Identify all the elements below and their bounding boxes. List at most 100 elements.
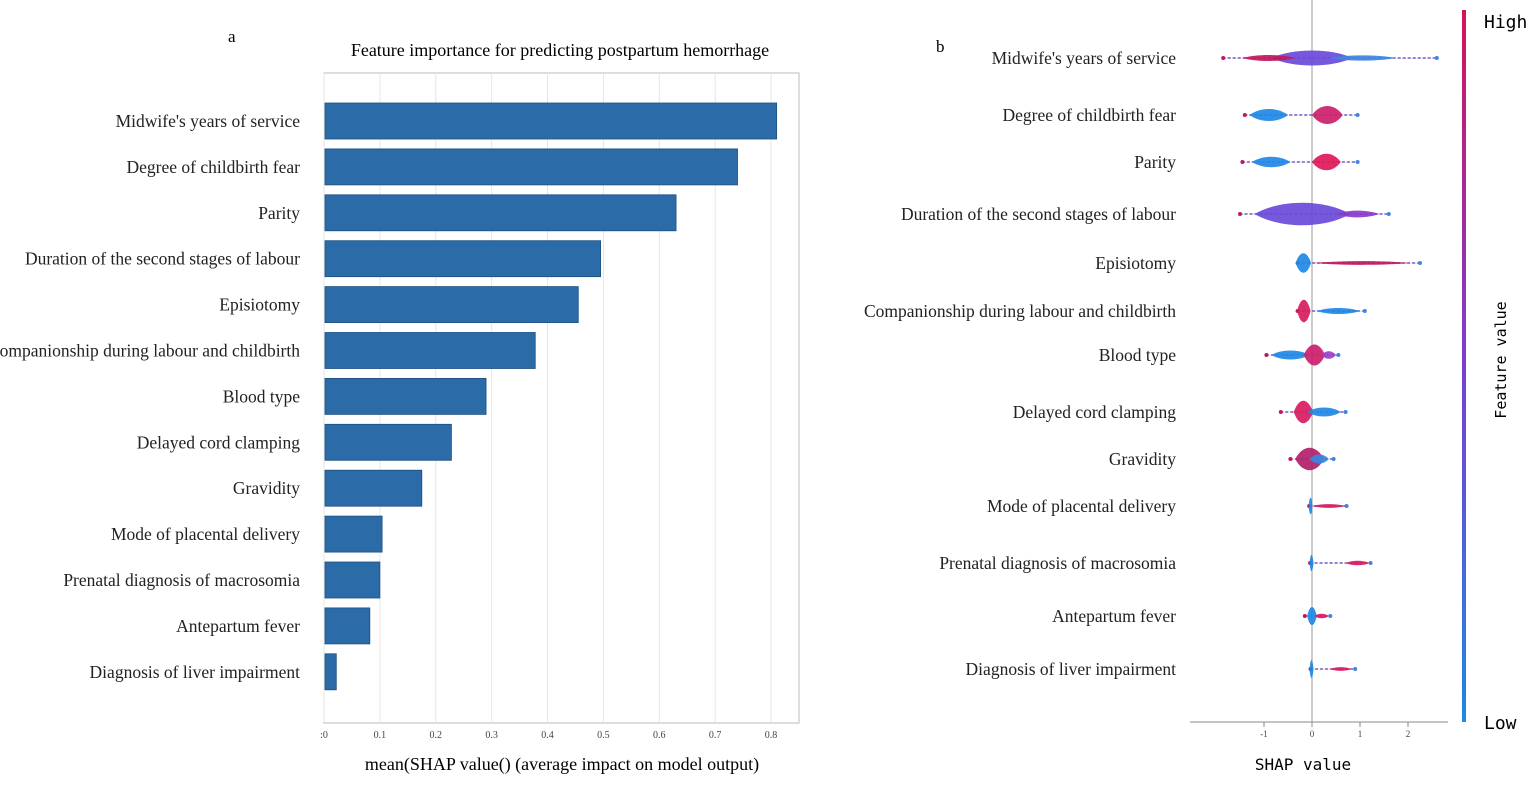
panel-a-category-label: Antepartum fever (176, 616, 300, 636)
panel-b-x-tick-label: 0 (1310, 729, 1315, 739)
panel-b-swarm-point (1362, 309, 1367, 313)
panel-b-x-ticks: -1 0 1 2 (1260, 722, 1410, 739)
panel-b-swarm-blob (1316, 308, 1360, 314)
panel-b-swarm-blob (1242, 55, 1296, 61)
panel-b-label: b (936, 37, 945, 56)
panel-a: a Feature importance for predicting post… (0, 27, 800, 775)
panel-b-category-labels: Midwife's years of service Degree of chil… (864, 48, 1176, 679)
panel-b-swarm-blob (1309, 660, 1314, 678)
panel-b-swarm-blob (1345, 560, 1370, 566)
panel-b-category-label: Episiotomy (1095, 253, 1176, 273)
panel-a-bar (324, 423, 452, 461)
panel-b-swarm-blob (1271, 350, 1310, 360)
panel-b-swarm-blob (1307, 407, 1341, 417)
panel-b-feature-swarm (1221, 50, 1439, 66)
panel-a-bar (324, 332, 536, 369)
panel-b-swarm-point (1238, 212, 1242, 216)
panel-b-x-tick-label: 2 (1406, 729, 1411, 739)
panel-b-feature-swarm (1295, 299, 1367, 323)
panel-b-category-label: Blood type (1099, 345, 1177, 365)
panel-b-swarm-blob (1312, 153, 1341, 171)
panel-b-feature-swarm (1264, 344, 1341, 366)
panel-a-bars (324, 102, 778, 691)
panel-b-feature-swarm (1240, 153, 1360, 171)
panel-b-swarm-blob (1336, 210, 1380, 218)
panel-b-swarm-point (1264, 353, 1269, 357)
panel-b-swarm-point (1386, 212, 1391, 216)
panel-b-category-label: Delayed cord clamping (1013, 402, 1177, 422)
panel-a-bar (324, 240, 602, 278)
panel-b-x-tick-label: 1 (1358, 729, 1363, 739)
panel-b-swarm-blob (1249, 109, 1288, 121)
panel-b-swarm-point (1331, 457, 1336, 461)
panel-b-x-tick-label: -1 (1260, 729, 1268, 739)
panel-a-x-axis-label: mean(SHAP value() (average impact on mod… (365, 754, 759, 775)
panel-b-category-label: Companionship during labour and childbir… (864, 301, 1176, 321)
panel-b-swarm-point (1278, 410, 1283, 414)
panel-b-category-label: Mode of placental delivery (987, 496, 1176, 516)
panel-a-x-tick-label: 0.6 (653, 730, 666, 741)
panel-a-category-label: Gravidity (233, 478, 300, 498)
panel-a-x-tick-label: 0.2 (430, 730, 443, 741)
panel-b-swarm-blob (1312, 504, 1346, 508)
panel-a-label: a (228, 27, 236, 46)
panel-b-swarm-point (1328, 614, 1333, 618)
panel-a-category-label: Midwife's years of service (116, 111, 301, 131)
panel-b-category-label: Degree of childbirth fear (1003, 105, 1177, 125)
panel-a-x-tick-label: 0.4 (541, 730, 554, 741)
panel-b-category-label: Gravidity (1109, 449, 1176, 469)
panel-b-feature-swarm (1288, 447, 1336, 471)
panel-b-category-label: Antepartum fever (1052, 606, 1176, 626)
panel-b-beeswarms (1221, 50, 1439, 678)
panel-b-swarm-blob (1314, 261, 1411, 265)
panel-b-swarm-point (1434, 56, 1439, 60)
panel-b-feature-swarm (1238, 202, 1391, 226)
panel-a-category-label: Prenatal diagnosis of macrosomia (63, 570, 300, 590)
panel-a-category-label: Degree of childbirth fear (127, 157, 301, 177)
panel-a-x-tick-label: 0.3 (485, 730, 498, 741)
panel-b: b Midwife's years of service Degree of ch… (864, 0, 1527, 774)
panel-b-category-label: Duration of the second stages of labour (901, 204, 1176, 224)
panel-a-bar (324, 515, 383, 553)
panel-b-feature-swarm (1242, 106, 1360, 124)
panel-b-swarm-blob (1312, 106, 1343, 124)
panel-a-x-tick-label: 0.1 (374, 730, 387, 741)
panel-a-category-label: Blood type (223, 386, 301, 406)
panel-b-swarm-blob (1297, 299, 1311, 323)
panel-b-swarm-point (1288, 457, 1293, 461)
panel-a-category-label: Diagnosis of liver impairment (90, 662, 301, 682)
panel-a-category-label: Parity (258, 203, 300, 223)
panel-b-swarm-point (1242, 113, 1247, 117)
panel-b-swarm-blob (1293, 400, 1313, 424)
panel-a-bar (324, 607, 371, 645)
colorbar-high-label: High (1484, 12, 1527, 33)
panel-b-swarm-blob (1321, 351, 1336, 359)
panel-b-swarm-blob (1295, 253, 1312, 273)
panel-a-x-tick-label: :0 (320, 730, 328, 741)
panel-a-bar (324, 194, 677, 232)
panel-b-swarm-blob (1271, 50, 1353, 66)
panel-a-bar (324, 469, 423, 507)
panel-b-swarm-blob (1254, 202, 1351, 226)
panel-b-category-label: Prenatal diagnosis of macrosomia (939, 553, 1176, 573)
panel-b-swarm-blob (1308, 497, 1313, 515)
panel-b-swarm-point (1302, 614, 1307, 618)
panel-b-swarm-blob (1307, 607, 1317, 625)
panel-b-category-label: Midwife's years of service (992, 48, 1177, 68)
panel-b-feature-swarm (1295, 253, 1422, 273)
panel-a-x-tick-label: 0.5 (597, 730, 610, 741)
panel-b-x-axis-label: SHAP value (1255, 755, 1351, 774)
panel-b-feature-swarm (1308, 554, 1373, 572)
panel-b-swarm-blob (1330, 667, 1352, 671)
panel-b-category-label: Parity (1134, 152, 1176, 172)
panel-b-swarm-point (1336, 353, 1341, 357)
panel-a-category-label: Duration of the second stages of labour (25, 249, 300, 269)
panel-b-swarm-point (1418, 261, 1422, 265)
panel-b-swarm-point (1355, 113, 1360, 117)
panel-a-category-label: Delayed cord clamping (137, 432, 301, 452)
panel-a-x-tick-label: 0.8 (765, 730, 778, 741)
panel-b-feature-swarm (1308, 660, 1358, 678)
panel-b-swarm-point (1221, 56, 1226, 60)
panel-a-x-tick-label: 0.7 (709, 730, 722, 741)
